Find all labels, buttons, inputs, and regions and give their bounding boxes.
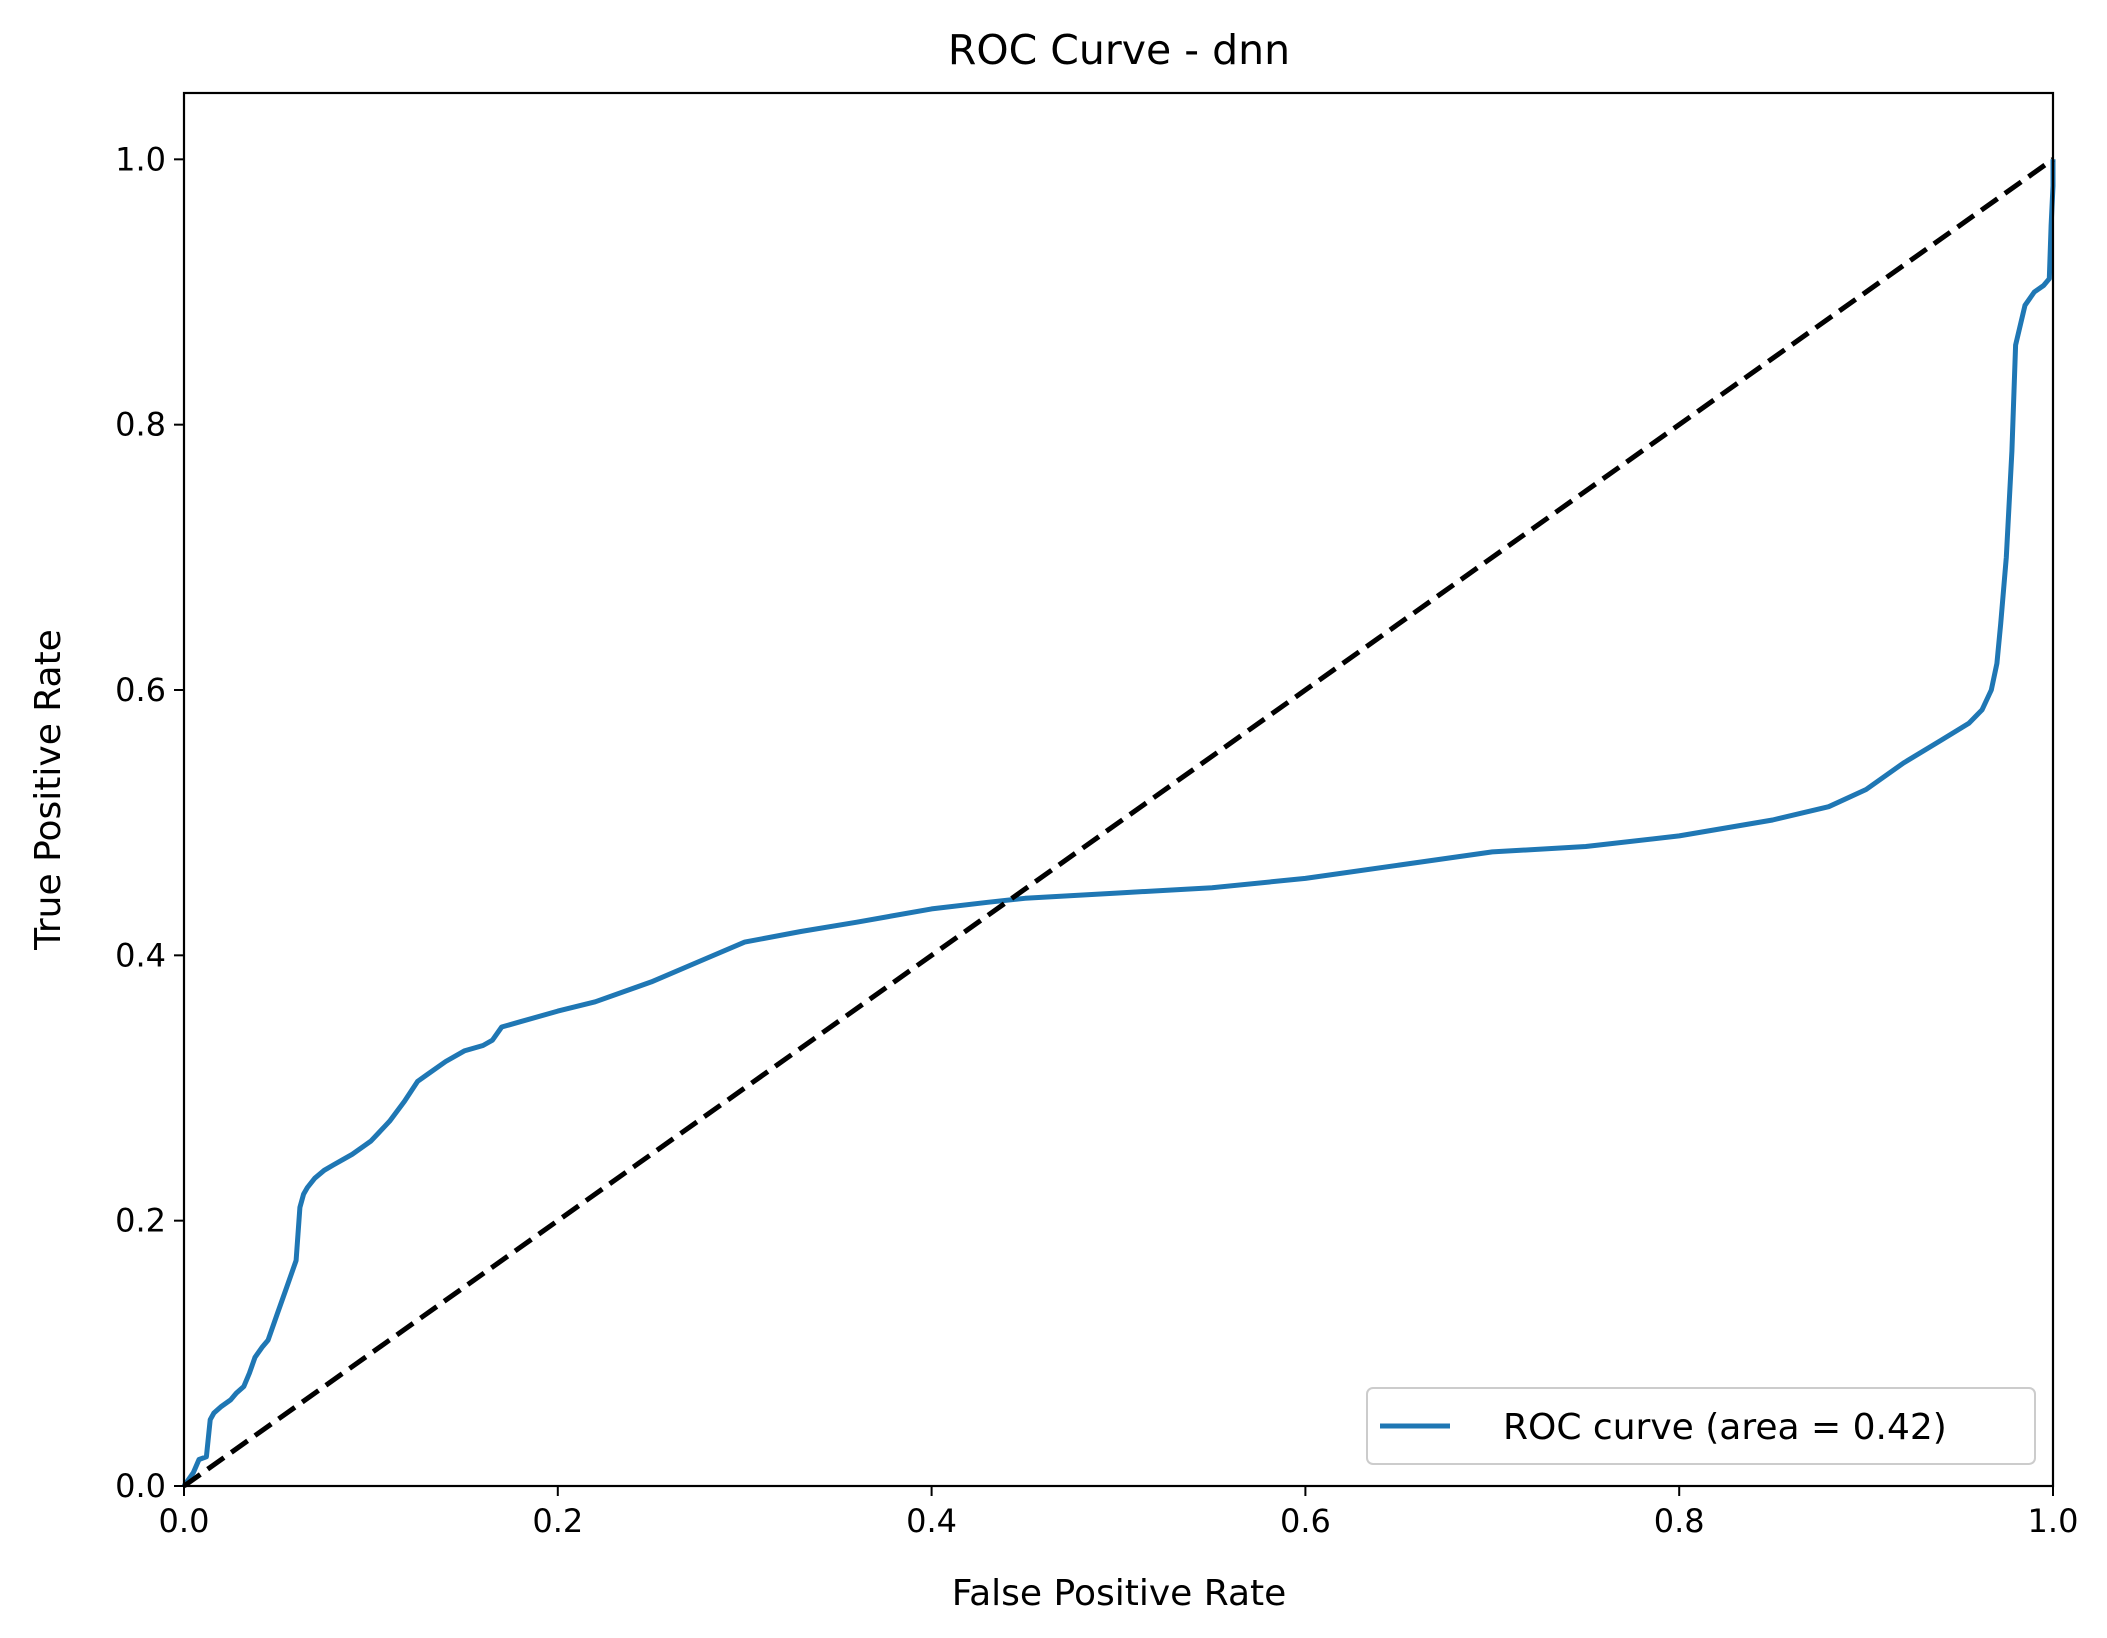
axes-frame: [182, 91, 2055, 1488]
legend-label-roc: ROC curve (area = 0.42): [1503, 1407, 1947, 1448]
y-axis-label: True Positive Rate: [28, 629, 69, 951]
chart-title: ROC Curve - dnn: [948, 26, 1290, 74]
legend-box: [1366, 1387, 2036, 1465]
y-tick-label: 0.8: [115, 406, 166, 444]
x-tick-label: 1.0: [2028, 1502, 2079, 1540]
x-tick-label: 0.8: [1654, 1502, 1705, 1540]
y-tick-label: 0.4: [115, 936, 166, 974]
y-axis-ticks: 0.0 0.2 0.4 0.6 0.8 1.0: [115, 140, 184, 1505]
chance-diagonal-line: [182, 157, 2055, 1489]
x-tick-label: 0.2: [532, 1502, 583, 1540]
x-axis-label: False Positive Rate: [952, 1573, 1287, 1614]
y-tick-label: 0.0: [115, 1467, 166, 1505]
plot-area: [181, 157, 2056, 1489]
x-tick-label: 0.6: [1280, 1502, 1331, 1540]
y-tick-label: 0.6: [115, 671, 166, 709]
roc-curve-line: [181, 159, 2056, 1488]
x-tick-label: 0.4: [906, 1502, 957, 1540]
x-axis-ticks: 0.0 0.2 0.4 0.6 0.8 1.0: [159, 1486, 2079, 1540]
x-tick-label: 0.0: [159, 1502, 210, 1540]
y-tick-label: 0.2: [115, 1202, 166, 1240]
y-tick-label: 1.0: [115, 140, 166, 178]
legend: ROC curve (area = 0.42): [1366, 1387, 2036, 1465]
